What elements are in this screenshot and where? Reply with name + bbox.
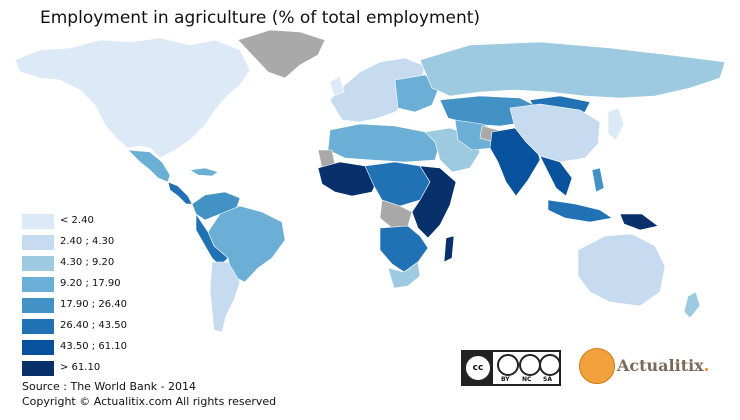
region-indonesia[interactable] xyxy=(547,199,613,223)
region-eastern-europe[interactable] xyxy=(394,74,441,113)
legend-swatch xyxy=(22,235,54,250)
legend-label: 43.50 ; 61.10 xyxy=(60,341,127,352)
legend-item: < 2.40 xyxy=(22,214,162,230)
legend-item: 2.40 ; 4.30 xyxy=(22,235,162,251)
noncommercial-icon xyxy=(519,354,541,376)
legend-swatch xyxy=(22,340,54,355)
attribution-icon xyxy=(497,354,519,376)
legend-label: 26.40 ; 43.50 xyxy=(60,320,127,331)
sharealike-icon xyxy=(539,354,561,376)
legend-swatch xyxy=(22,277,54,292)
license-term-sa: SA xyxy=(543,376,552,383)
region-southern-africa[interactable] xyxy=(379,225,429,273)
region-russia[interactable] xyxy=(419,41,726,99)
legend-label: 2.40 ; 4.30 xyxy=(60,236,115,247)
license-badge[interactable]: cc BY NC SA xyxy=(461,350,561,386)
region-philippines[interactable] xyxy=(591,167,605,193)
legend-item: > 61.10 xyxy=(22,361,162,377)
region-north-africa[interactable] xyxy=(327,123,441,163)
cc-icon: cc xyxy=(466,356,490,380)
region-uk[interactable] xyxy=(329,75,345,97)
region-japan[interactable] xyxy=(607,107,625,141)
brand-logo[interactable]: Actualitix. xyxy=(579,346,729,386)
region-central-america[interactable] xyxy=(167,181,193,205)
brand-name: Actualitix. xyxy=(617,356,709,375)
legend-item: 4.30 ; 9.20 xyxy=(22,256,162,272)
brand-dot: . xyxy=(703,356,710,375)
map-title: Employment in agriculture (% of total em… xyxy=(40,8,481,28)
region-china[interactable] xyxy=(509,103,601,163)
region-madagascar[interactable] xyxy=(443,235,455,263)
region-greenland[interactable] xyxy=(237,29,326,79)
region-east-africa[interactable] xyxy=(411,165,457,239)
legend-label: 17.90 ; 26.40 xyxy=(60,299,127,310)
source-text: Source : The World Bank - 2014 xyxy=(22,380,197,393)
legend-label: < 2.40 xyxy=(60,215,94,226)
legend-label: 9.20 ; 17.90 xyxy=(60,278,121,289)
legend-item: 26.40 ; 43.50 xyxy=(22,319,162,335)
region-new-zealand[interactable] xyxy=(683,291,701,319)
legend-item: 9.20 ; 17.90 xyxy=(22,277,162,293)
brand-name-text: Actualitix xyxy=(617,356,704,375)
region-southern-cone[interactable] xyxy=(209,261,241,333)
license-term-by: BY xyxy=(501,376,510,383)
legend-item: 17.90 ; 26.40 xyxy=(22,298,162,314)
legend-swatch xyxy=(22,319,54,334)
region-papua-new-guinea[interactable] xyxy=(619,213,659,231)
region-north-america[interactable] xyxy=(14,37,251,159)
region-south-africa[interactable] xyxy=(387,261,421,289)
license-term-nc: NC xyxy=(522,376,532,383)
region-caribbean[interactable] xyxy=(189,167,219,177)
legend-swatch xyxy=(22,298,54,313)
region-australia[interactable] xyxy=(577,233,666,307)
legend-label: > 61.10 xyxy=(60,362,101,373)
legend-swatch xyxy=(22,214,54,229)
region-southeast-asia[interactable] xyxy=(539,155,573,197)
legend-label: 4.30 ; 9.20 xyxy=(60,257,115,268)
globe-icon xyxy=(579,348,615,384)
legend-item: 43.50 ; 61.10 xyxy=(22,340,162,356)
legend-swatch xyxy=(22,361,54,376)
legend-swatch xyxy=(22,256,54,271)
region-west-africa[interactable] xyxy=(317,161,379,197)
copyright-text: Copyright © Actualitix.com All rights re… xyxy=(22,395,277,408)
